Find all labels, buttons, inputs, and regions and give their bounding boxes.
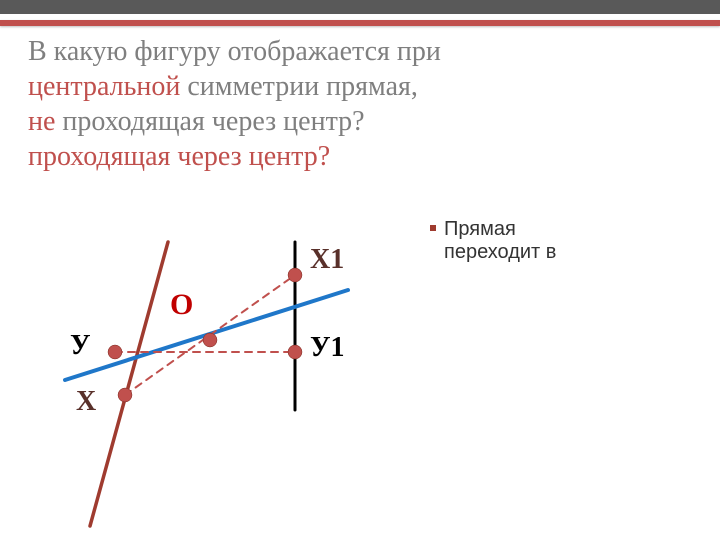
diagram-svg: [20, 200, 420, 530]
point-X: [118, 388, 132, 402]
point-X1: [288, 268, 302, 282]
bullet-text: Прямая: [444, 218, 516, 240]
title-line: центральной симметрии прямая,: [28, 69, 588, 104]
point-O: [203, 333, 217, 347]
title-line: В какую фигуру отображается при: [28, 34, 588, 69]
accent-bar: [0, 20, 720, 26]
bullet-dot-icon: [430, 225, 436, 231]
title-block: В какую фигуру отображается при централь…: [28, 34, 588, 174]
top-bar: [0, 0, 720, 14]
label-Y1: У1: [310, 332, 345, 364]
bullet-line: Прямая: [430, 218, 556, 241]
title-segment: не: [28, 106, 55, 137]
label-O: О: [170, 288, 193, 322]
title-segment: проходящая через центр?: [28, 141, 330, 172]
title-line: не проходящая через центр?: [28, 104, 588, 139]
point-Y1: [288, 345, 302, 359]
label-X1: Х1: [310, 244, 344, 276]
brown-line: [90, 242, 168, 526]
title-line: проходящая через центр?: [28, 139, 588, 174]
bullet-line: переходит в: [430, 241, 556, 264]
title-segment: симметрии прямая,: [180, 71, 418, 102]
label-X: Х: [76, 386, 96, 418]
point-Y: [108, 345, 122, 359]
title-segment: В какую фигуру отображается при: [28, 36, 441, 67]
label-Y: У: [70, 330, 91, 362]
bullet-block: Прямаяпереходит в: [430, 218, 556, 264]
diagram: О Х1 У1 УХ: [20, 200, 420, 530]
title-segment: центральной: [28, 71, 180, 102]
title-segment: проходящая через центр?: [55, 106, 364, 137]
bullet-text: переходит в: [444, 241, 556, 263]
